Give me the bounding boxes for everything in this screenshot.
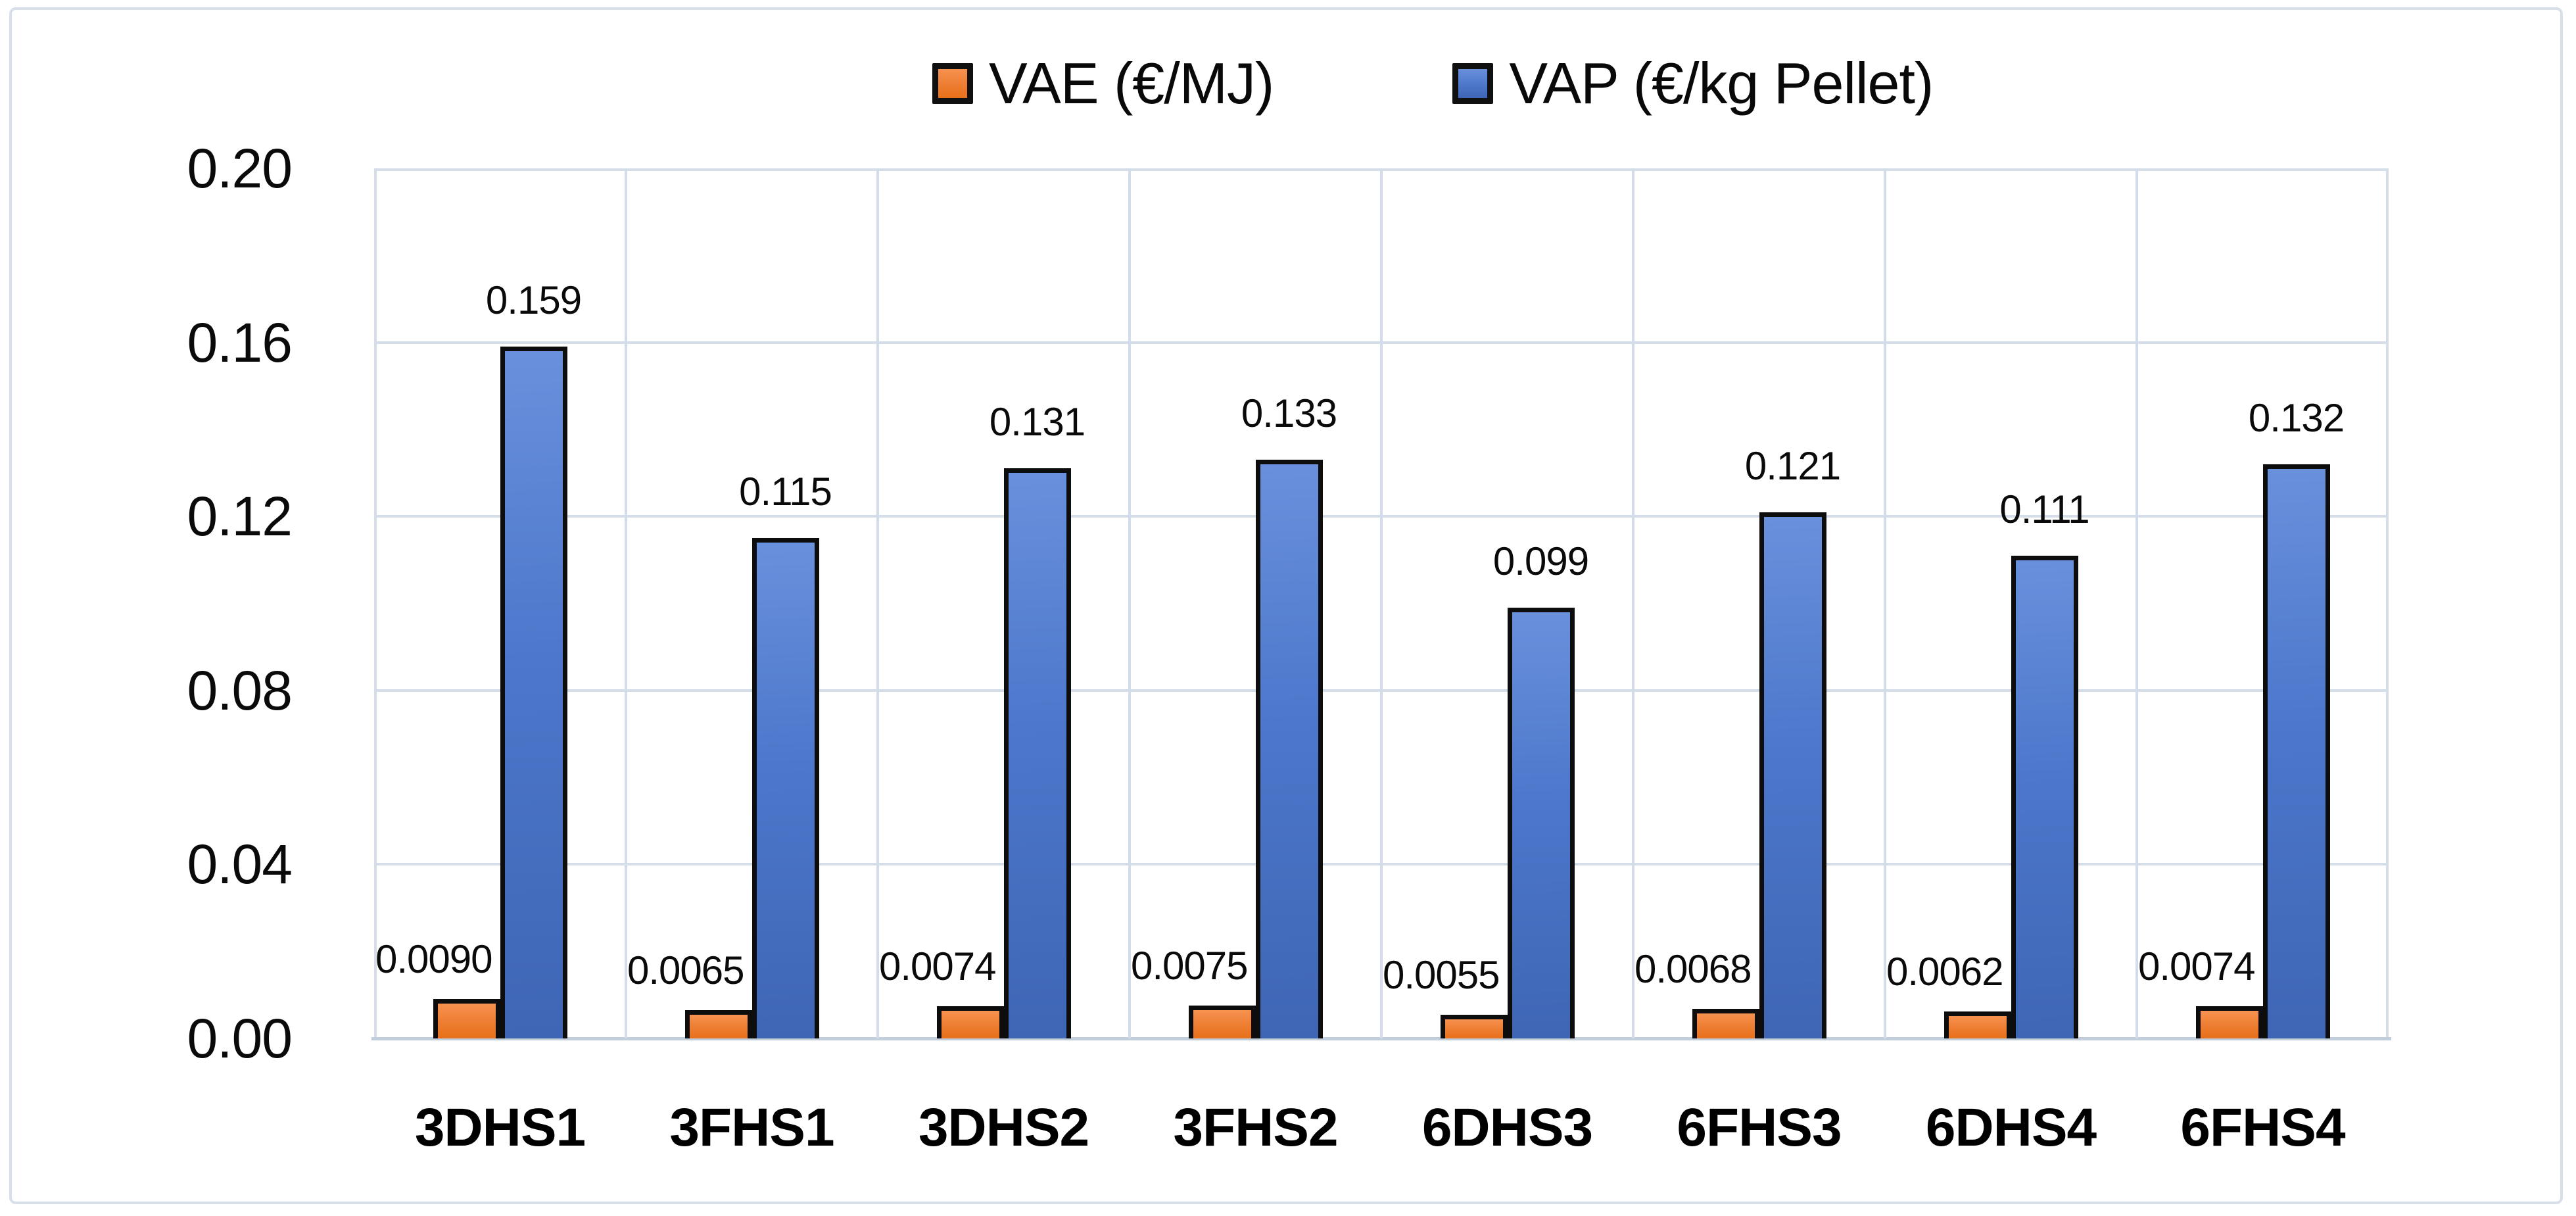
vap-legend-label: VAP (€/kg Pellet) bbox=[1509, 51, 1934, 116]
x-axis-line bbox=[371, 1037, 2391, 1040]
vae-legend-label: VAE (€/MJ) bbox=[989, 51, 1274, 116]
category-label: 6FHS4 bbox=[2180, 1098, 2345, 1157]
vap-value-label: 0.121 bbox=[1744, 443, 1841, 488]
vae-value-label: 0.0074 bbox=[878, 944, 997, 989]
vae-bar bbox=[2195, 1006, 2263, 1038]
vae-legend-swatch-icon bbox=[932, 63, 973, 104]
vap-bar bbox=[2011, 555, 2078, 1038]
vap-value-label: 0.133 bbox=[1241, 391, 1337, 436]
vap-legend-swatch-icon bbox=[1452, 63, 1494, 104]
vap-value-label: 0.132 bbox=[2248, 395, 2345, 440]
vae-bar bbox=[1944, 1011, 2011, 1038]
chart-legend: VAE (€/MJ) VAP (€/kg Pellet) bbox=[932, 44, 1934, 123]
category-label: 6DHS3 bbox=[1421, 1098, 1593, 1157]
vap-value-label: 0.099 bbox=[1492, 539, 1589, 584]
vap-value-label: 0.159 bbox=[485, 278, 582, 323]
y-axis-tick-label: 0.16 bbox=[187, 311, 293, 374]
vap-bar bbox=[1003, 468, 1071, 1038]
vertical-gridline bbox=[1632, 168, 1634, 1038]
category-label: 3FHS1 bbox=[669, 1098, 834, 1157]
y-axis-tick-label: 0.00 bbox=[187, 1008, 293, 1069]
vae-value-label: 0.0055 bbox=[1382, 952, 1500, 997]
vae-bar bbox=[433, 999, 500, 1038]
vae-value-label: 0.0074 bbox=[2137, 944, 2256, 989]
vertical-gridline bbox=[2135, 168, 2138, 1038]
category-label: 3DHS2 bbox=[918, 1098, 1089, 1157]
vertical-gridline bbox=[1884, 168, 1886, 1038]
vap-value-label: 0.131 bbox=[989, 400, 1085, 445]
vertical-gridline bbox=[625, 168, 627, 1038]
vap-bar bbox=[1507, 608, 1575, 1038]
category-label: 3FHS2 bbox=[1173, 1098, 1338, 1157]
vae-bar bbox=[684, 1010, 752, 1038]
vae-bar bbox=[936, 1006, 1004, 1038]
vertical-gridline bbox=[876, 168, 879, 1038]
vap-bar bbox=[2262, 464, 2330, 1038]
vae-bar bbox=[1440, 1014, 1508, 1038]
vap-bar bbox=[1759, 512, 1826, 1038]
vap-value-label: 0.115 bbox=[739, 470, 832, 514]
y-axis-tick-label: 0.12 bbox=[187, 485, 293, 548]
vae-value-label: 0.0062 bbox=[1886, 949, 2004, 994]
y-axis-tick-label: 0.08 bbox=[187, 659, 293, 721]
vertical-gridline bbox=[1128, 168, 1131, 1038]
vap-bar bbox=[500, 347, 567, 1038]
vae-bar bbox=[1188, 1006, 1256, 1038]
category-label: 3DHS1 bbox=[414, 1098, 586, 1157]
vae-value-label: 0.0090 bbox=[375, 937, 493, 982]
vae-value-label: 0.0065 bbox=[627, 948, 745, 992]
vap-bar bbox=[1255, 460, 1323, 1038]
y-axis-tick-label: 0.04 bbox=[187, 833, 293, 896]
legend-item-vae: VAE (€/MJ) bbox=[932, 55, 1274, 112]
vae-bar bbox=[1692, 1009, 1759, 1038]
category-label: 6FHS3 bbox=[1677, 1098, 1842, 1157]
vae-value-label: 0.0075 bbox=[1130, 944, 1249, 988]
vertical-gridline bbox=[1380, 168, 1383, 1038]
bar-chart: VAE (€/MJ) VAP (€/kg Pellet) 0.00 0.04 0.0… bbox=[9, 7, 2563, 1204]
vae-value-label: 0.0068 bbox=[1634, 947, 1752, 992]
legend-item-vap: VAP (€/kg Pellet) bbox=[1452, 51, 1934, 116]
category-label: 6DHS4 bbox=[1925, 1098, 2097, 1157]
vap-bar bbox=[751, 538, 819, 1038]
vap-value-label: 0.111 bbox=[1999, 487, 2089, 531]
y-axis-tick-label: 0.20 bbox=[187, 137, 293, 199]
